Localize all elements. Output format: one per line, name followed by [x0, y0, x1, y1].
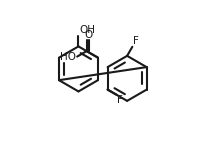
Text: F: F: [117, 95, 123, 105]
Text: O: O: [84, 29, 92, 40]
Text: HO: HO: [60, 52, 77, 62]
Text: F: F: [133, 36, 139, 46]
Text: OH: OH: [79, 25, 95, 35]
